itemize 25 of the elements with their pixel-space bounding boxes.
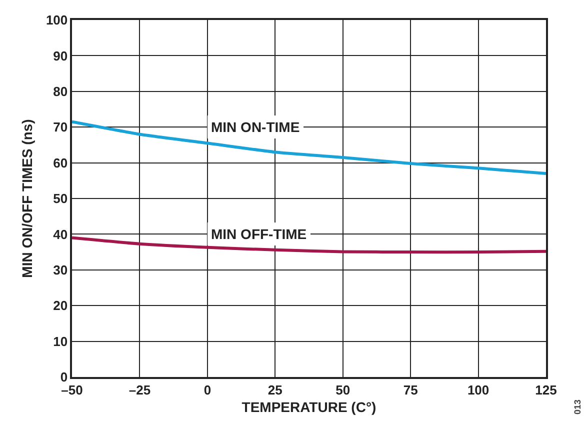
y-tick-label: 40	[53, 226, 68, 242]
x-tick-label: –50	[61, 382, 83, 398]
y-tick-label: 30	[53, 262, 68, 278]
y-axis-title: MIN ON/OFF TIMES (ns)	[19, 119, 36, 278]
series-label: MIN ON-TIME	[211, 119, 300, 135]
x-tick-label: –25	[128, 382, 151, 398]
y-tick-label: 90	[53, 48, 68, 64]
y-tick-label: 80	[53, 84, 68, 99]
x-tick-label: 50	[336, 382, 350, 398]
x-tick-label: 25	[268, 382, 282, 398]
x-tick-label: 125	[535, 382, 557, 398]
y-tick-label: 100	[46, 12, 68, 28]
line-series	[72, 120, 546, 176]
y-tick-label: 20	[53, 298, 68, 314]
y-tick-label: 70	[53, 120, 68, 135]
x-tick-label: 0	[204, 382, 212, 398]
series-label: MIN OFF-TIME	[211, 226, 307, 242]
x-tick-label: 75	[403, 382, 418, 398]
y-tick-label: 50	[53, 191, 68, 206]
x-axis-title: TEMPERATURE (C°)	[242, 399, 376, 416]
x-tick-label: 100	[467, 382, 490, 398]
text: 013	[572, 399, 582, 414]
y-tick-label: 60	[53, 155, 68, 170]
y-tick-label: 10	[53, 334, 68, 349]
y-tick-label: 0	[60, 370, 68, 385]
